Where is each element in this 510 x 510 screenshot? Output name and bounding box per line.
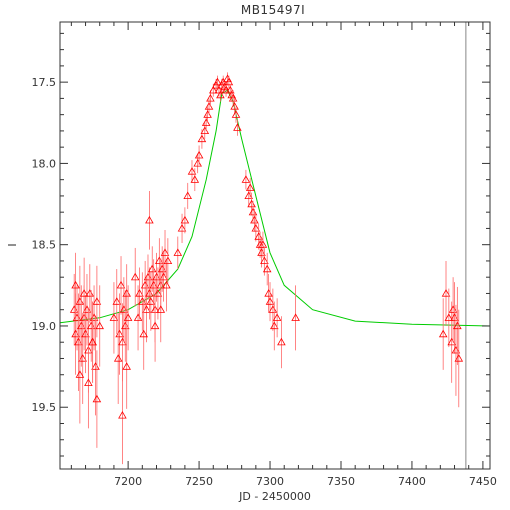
data-point-triangle <box>291 313 300 321</box>
data-point-triangle <box>139 329 148 338</box>
data-point-triangle <box>260 256 269 265</box>
data-point-triangle <box>270 321 279 330</box>
data-point-triangle <box>142 305 151 313</box>
data-point-triangle <box>193 158 202 167</box>
model-curve <box>60 89 490 327</box>
data-point-triangle <box>109 313 119 321</box>
y-tick-label: 18.0 <box>32 157 57 170</box>
x-axis: 7200 7250 7300 7350 7400 7450 <box>70 22 497 488</box>
data-point-triangle <box>130 272 140 281</box>
data-point-triangle <box>187 167 197 175</box>
data-point-triangle <box>145 215 154 224</box>
y-tick-label: 19.0 <box>32 320 57 333</box>
data-point-triangle <box>116 280 126 289</box>
data-point-triangle <box>197 134 207 143</box>
data-point-triangle <box>156 305 166 313</box>
data-point-triangle <box>190 175 200 183</box>
data-point-triangle <box>224 77 234 86</box>
x-tick-label: 7400 <box>398 475 426 488</box>
x-tick-label: 7450 <box>469 475 497 488</box>
data-point-triangle <box>228 93 238 102</box>
data-point-triangle <box>254 232 263 240</box>
data-point-triangle <box>233 123 242 131</box>
y-tick-label: 18.5 <box>32 239 57 252</box>
data-point-triangle <box>153 289 163 297</box>
data-point-triangle <box>216 90 225 99</box>
y-axis-label: I <box>6 243 19 246</box>
data-point-triangle <box>78 354 87 362</box>
x-tick-label: 7250 <box>185 475 213 488</box>
y-axis: 17.5 18.0 18.5 19.0 19.5 <box>32 32 490 457</box>
x-tick-label: 7200 <box>114 475 142 488</box>
data-point-triangle <box>133 313 143 321</box>
data-point-triangle <box>123 313 133 321</box>
data-point-triangle <box>241 175 251 183</box>
data-point-triangle <box>258 240 268 248</box>
data-point-triangle <box>146 297 156 305</box>
data-point-triangle <box>206 93 215 102</box>
data-point-triangle <box>177 223 187 232</box>
data-point-triangle <box>135 289 144 297</box>
data-point-triangle <box>162 280 171 289</box>
data-point-triangle <box>209 85 218 94</box>
data-point-triangle <box>79 289 89 297</box>
data-point-triangle <box>194 150 204 159</box>
data-point-triangle <box>200 126 210 135</box>
data-point-triangle <box>272 313 282 321</box>
data-point-triangle <box>84 378 93 387</box>
x-tick-label: 7300 <box>256 475 284 488</box>
x-axis-label: JD - 2450000 <box>238 490 311 503</box>
data-point-triangle <box>230 102 239 110</box>
data-point-triangle <box>149 280 158 289</box>
data-point-triangle <box>121 321 130 330</box>
data-point-triangle <box>113 354 123 362</box>
data-point-triangle <box>183 191 192 200</box>
plot-area <box>60 22 490 469</box>
data-point-triangle <box>231 110 241 118</box>
data-point-triangle <box>262 264 272 273</box>
data-point-triangle <box>438 329 448 338</box>
chart-title: MB15497I <box>241 3 305 17</box>
data-point-triangle <box>221 85 231 94</box>
data-point-triangle <box>91 362 100 370</box>
data-point-triangle <box>251 223 261 232</box>
data-point-triangle <box>75 297 85 305</box>
data-point-triangle <box>160 248 170 256</box>
data-point-triangle <box>454 354 464 362</box>
data-point-triangle <box>118 410 127 419</box>
data-point-triangle <box>95 321 104 330</box>
data-point-triangle <box>92 297 102 305</box>
data-point-triangle <box>245 183 255 191</box>
data-point-triangle <box>75 370 85 378</box>
data-point-triangle <box>159 272 168 281</box>
data-point-triangle <box>201 118 211 126</box>
x-tick-label: 7350 <box>327 475 355 488</box>
data-point-triangle <box>441 289 451 297</box>
data-point-triangle <box>150 321 160 330</box>
data-point-triangle <box>163 256 173 265</box>
data-point-triangle <box>277 337 286 346</box>
data-point-triangle <box>157 264 167 273</box>
data-point-triangle <box>265 297 275 305</box>
data-point-triangle <box>180 215 190 224</box>
y-tick-label: 19.5 <box>32 401 57 414</box>
data-point-triangle <box>268 305 278 313</box>
data-point-triangle <box>173 248 183 256</box>
data-point-triangle <box>122 362 131 370</box>
data-point-triangle <box>71 280 80 289</box>
data-point-triangle <box>444 313 454 321</box>
plot-frame <box>59 21 491 470</box>
data-point-triangle <box>453 321 462 330</box>
data-point-triangle <box>92 394 102 403</box>
y-tick-label: 17.5 <box>32 76 57 89</box>
data-point-triangle <box>112 297 122 305</box>
data-point-triangle <box>119 305 129 313</box>
data-point-triangle <box>82 305 92 313</box>
data-point-triangle <box>88 337 97 346</box>
data-point-triangle <box>213 77 222 86</box>
